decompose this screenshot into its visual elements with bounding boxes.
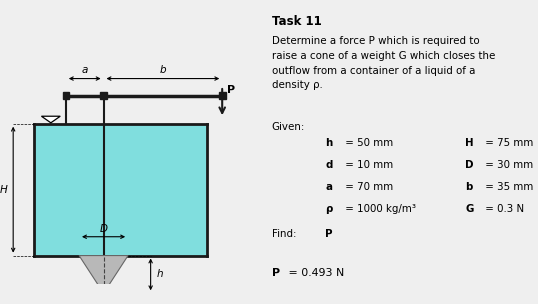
Text: P: P	[272, 268, 280, 278]
Bar	[219, 92, 225, 99]
Text: = 0.493 N: = 0.493 N	[285, 268, 344, 278]
Text: b: b	[160, 65, 166, 75]
Text: P: P	[227, 85, 235, 95]
Text: density ρ.: density ρ.	[272, 80, 322, 90]
Text: Find:: Find:	[272, 229, 296, 239]
Bar	[100, 92, 107, 99]
Text: = 75 mm: = 75 mm	[482, 138, 533, 148]
Bar	[34, 124, 207, 256]
Text: raise a cone of a weight G which closes the: raise a cone of a weight G which closes …	[272, 51, 495, 61]
Text: D: D	[465, 160, 474, 170]
Text: D: D	[100, 224, 108, 234]
Bar	[62, 92, 69, 99]
Text: h: h	[325, 138, 332, 148]
Text: outflow from a container of a liquid of a: outflow from a container of a liquid of …	[272, 66, 475, 76]
Text: = 35 mm: = 35 mm	[482, 182, 533, 192]
Polygon shape	[41, 116, 60, 123]
Text: Task 11: Task 11	[272, 15, 321, 28]
Text: P: P	[325, 229, 333, 239]
Text: = 70 mm: = 70 mm	[342, 182, 393, 192]
Text: b: b	[465, 182, 473, 192]
Text: d: d	[325, 160, 333, 170]
Text: = 10 mm: = 10 mm	[342, 160, 393, 170]
Text: G: G	[465, 204, 474, 214]
Text: = 0.3 N: = 0.3 N	[482, 204, 523, 214]
Text: = 50 mm: = 50 mm	[342, 138, 393, 148]
Text: H: H	[0, 185, 8, 195]
Text: H: H	[465, 138, 474, 148]
Text: h: h	[157, 269, 164, 279]
Text: a: a	[82, 65, 88, 75]
Text: Determine a force P which is required to: Determine a force P which is required to	[272, 36, 479, 47]
Text: Given:: Given:	[272, 122, 305, 132]
Text: a: a	[325, 182, 332, 192]
Text: = 1000 kg/m³: = 1000 kg/m³	[342, 204, 416, 214]
Text: ρ: ρ	[325, 204, 333, 214]
Polygon shape	[79, 256, 128, 293]
Text: = 30 mm: = 30 mm	[482, 160, 533, 170]
